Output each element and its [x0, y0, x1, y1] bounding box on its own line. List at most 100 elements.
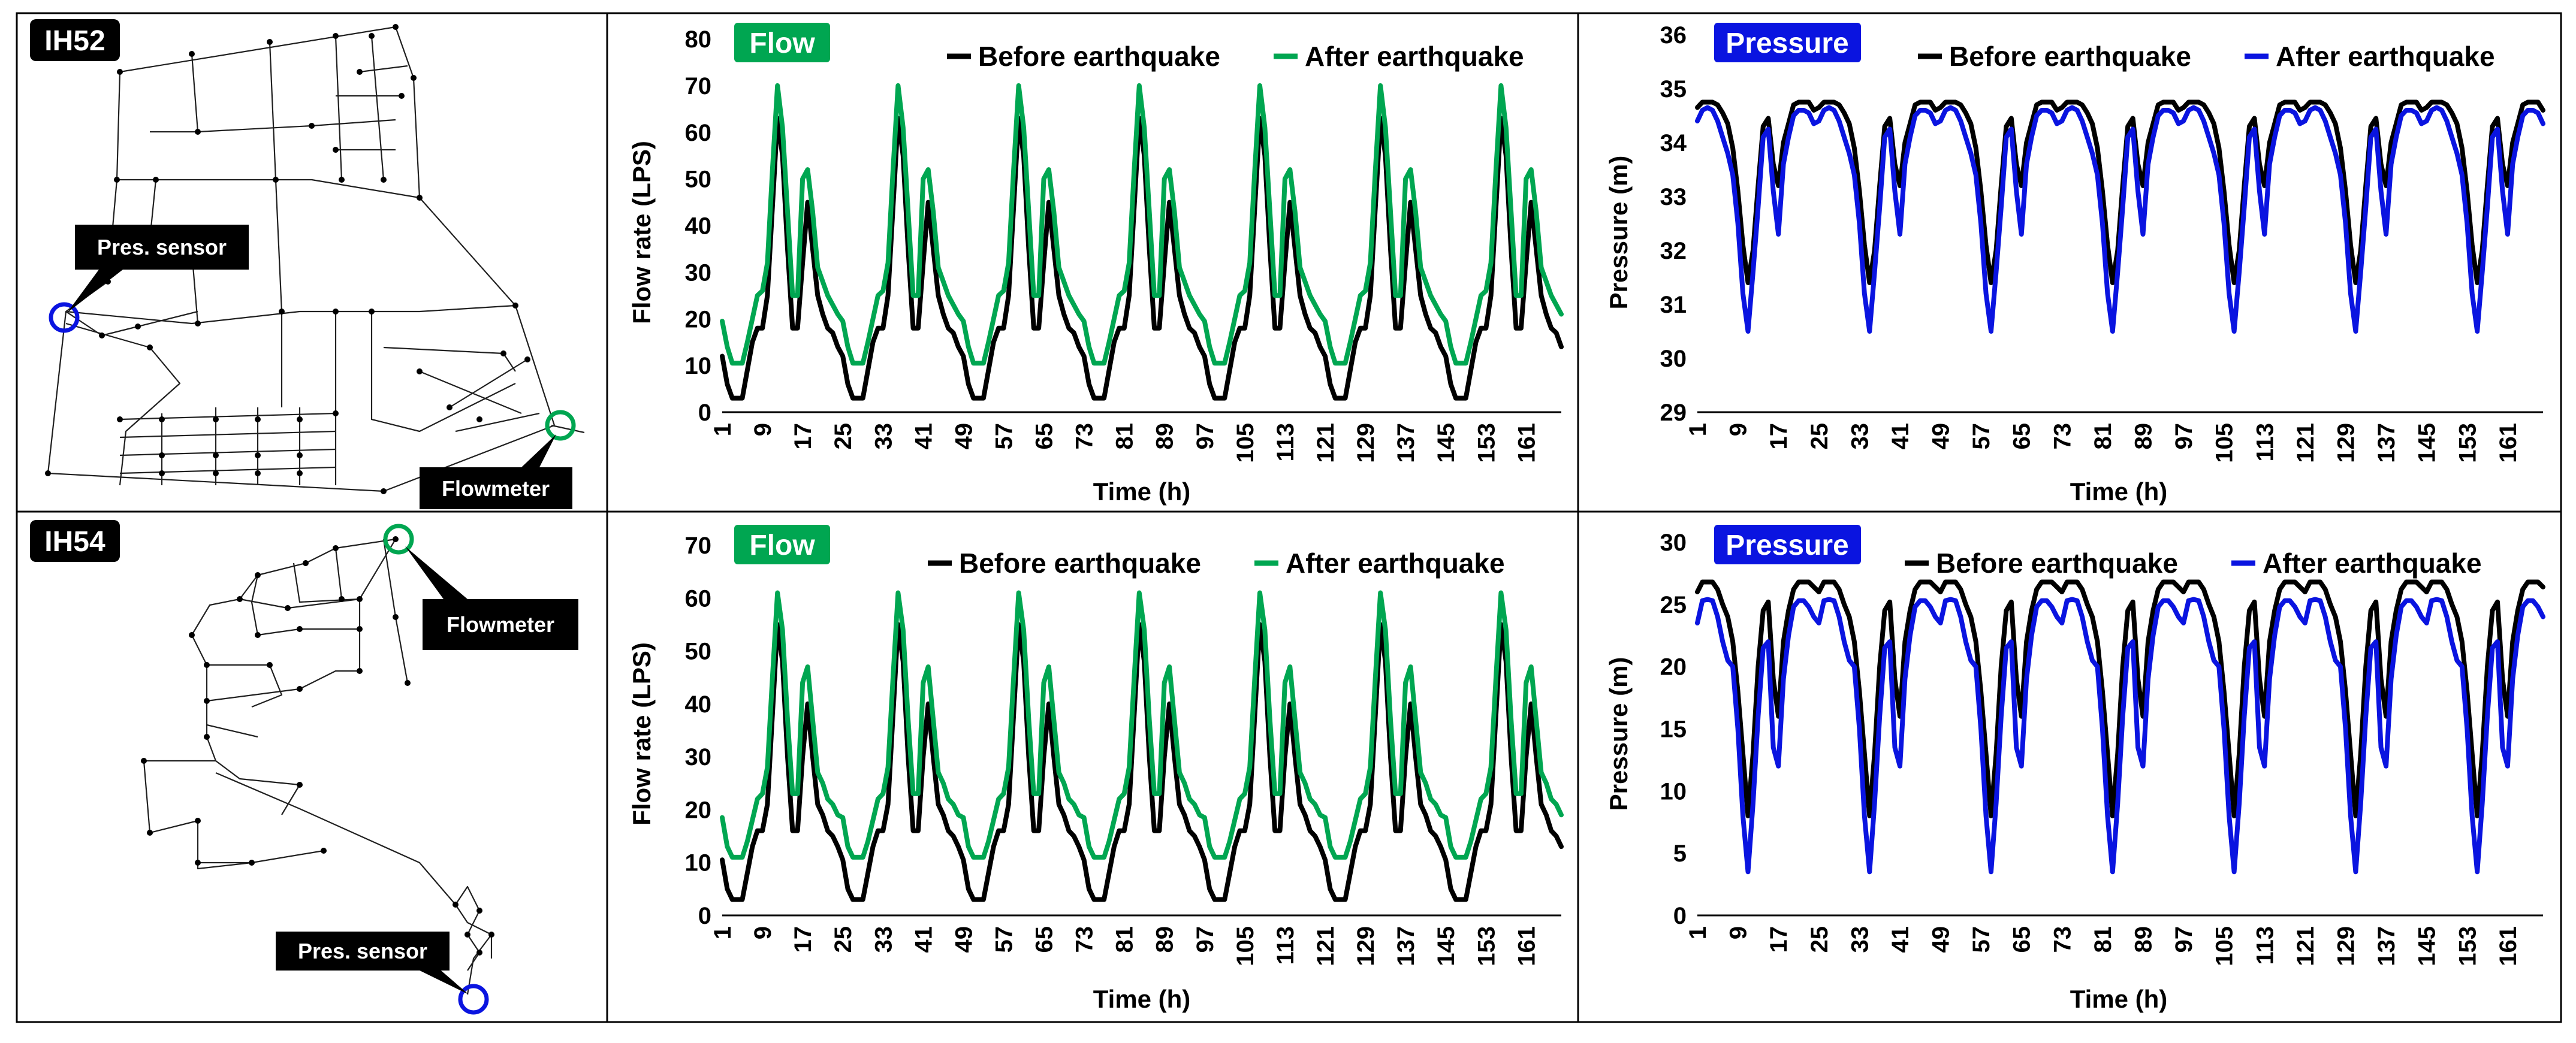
ih54-pressure-x-tick-label: 1 [1685, 926, 1711, 939]
ih52-pressure-y-tick-labels: 29 30 31 32 33 34 35 36 [1660, 22, 1687, 426]
ih52-pressure-x-tick-label: 17 [1766, 423, 1792, 450]
ih52-pressure-x-tick-label: 81 [2090, 423, 2116, 450]
ih52-network-badge [30, 19, 120, 61]
ih52-pressure-y-title: Pressure (m) [1604, 156, 1633, 310]
ih52-flow-x-tick-label: 105 [1232, 423, 1259, 463]
ih54-flow-legend-after: After earthquake [1286, 548, 1505, 579]
ih54-flow-y-title: Flow rate (LPS) [628, 642, 656, 826]
ih52-pressure-y-tick-label: 33 [1660, 184, 1687, 210]
ih54-flow-x-tick-label: 41 [910, 926, 937, 953]
ih52-pressure-series [1695, 99, 2545, 334]
ih52-junctions [45, 24, 530, 494]
ih52-flow-x-tick-labels: 1 9 17 25 33 41 49 57 65 73 81 89 97 105 113 121 129 137 1… [710, 423, 1540, 463]
ih54-flow-y-tick-label: 0 [698, 903, 711, 929]
ih52-pressure-tag [1714, 23, 1861, 62]
ih54-pressure-x-tick-label: 33 [1847, 926, 1873, 953]
ih54-flow-x-tick-label: 81 [1112, 926, 1138, 953]
ih52-flow-y-title: Flow rate (LPS) [628, 141, 656, 324]
ih54-pressure-y-tick-label: 25 [1660, 592, 1687, 618]
ih54-pressure-series-before-line [1695, 579, 2545, 818]
ih54-flow-x-tick-label: 113 [1272, 926, 1299, 965]
ih52-flow-y-tick-label: 40 [685, 213, 712, 240]
ih52-flow-x-title: Time (h) [1093, 477, 1191, 506]
ih52-sensor-callout [75, 225, 249, 270]
ih52-pressure-legend-after: After earthquake [2276, 41, 2495, 72]
ih54-flow-x-tick-label: 9 [750, 926, 776, 939]
ih54-flow-series-after-line [720, 590, 1564, 860]
ih52-pressure-x-tick-label: 121 [2293, 423, 2319, 463]
ih52-flow-y-tick-label: 0 [698, 400, 711, 426]
ih54-pressure-series [1695, 579, 2545, 875]
ih52-flow-x-tick-label: 57 [991, 423, 1017, 450]
ih54-pressure-x-tick-label: 97 [2171, 926, 2197, 953]
ih54-flow-x-tick-label: 145 [1433, 926, 1459, 966]
ih54-pressure-x-tick-label: 65 [2009, 926, 2035, 953]
ih54-network-badge [30, 520, 120, 562]
ih54-flow-x-tick-labels: 1 9 17 25 33 41 49 57 65 73 81 89 97 105 113 121 129 137 1… [710, 926, 1540, 966]
ih54-flow-y-tick-label: 60 [685, 585, 712, 612]
ih54-flowmeter-callout [423, 599, 578, 650]
ih52-pressure-y-tick-label: 35 [1660, 76, 1687, 102]
ih54-sensor-marker-icon [458, 984, 489, 1015]
ih52-pressure-x-tick-label: 113 [2252, 423, 2278, 462]
ih54-pressure-tag [1714, 525, 1861, 564]
ih52-pressure-x-tick-label: 73 [2049, 423, 2076, 450]
ih54-pressure-series-after-line [1695, 597, 2545, 875]
ih52-flow-x-tick-label: 113 [1272, 423, 1299, 462]
ih52-pressure-y-tick-label: 31 [1660, 292, 1687, 318]
ih52-pressure-x-tick-label: 161 [2495, 423, 2521, 463]
ih54-flow-y-tick-label: 20 [685, 797, 712, 823]
ih52-pressure-tag-label: Pressure [1726, 28, 1848, 59]
ih52-pressure-x-tick-labels: 1 9 17 25 33 41 49 57 65 73 81 89 97 105 113 121 129 137 1… [1685, 423, 2521, 463]
ih52-flow-x-tick-label: 1 [710, 423, 736, 436]
ih52-flowmeter-marker-icon [545, 410, 576, 441]
ih52-flow-x-tick-label: 17 [790, 423, 816, 450]
ih52-sensor-label: Pres. sensor [97, 235, 227, 259]
ih52-pressure-x-tick-label: 49 [1928, 423, 1954, 450]
ih54-junctions [141, 536, 494, 956]
ih54-flow-x-tick-label: 17 [790, 926, 816, 953]
ih52-flow-tag [734, 23, 830, 62]
ih54-flow-x-tick-label: 161 [1513, 926, 1540, 966]
ih54-flow-x-tick-label: 129 [1353, 926, 1379, 966]
ih54-pressure-chart: 0 5 10 15 20 25 30 1 9 17 25 33 41 49 57 65 73 81 89 97 105… [1604, 525, 2545, 1013]
ih52-pressure-x-tick-label: 129 [2333, 423, 2359, 463]
ih52-flow-x-tick-label: 41 [910, 423, 937, 450]
ih52-flow-x-tick-label: 129 [1353, 423, 1379, 463]
ih54-flow-legend-before: Before earthquake [959, 548, 1201, 579]
ih52-network-map: IH52 Pres. sensor Flowmeter [30, 19, 585, 509]
ih52-flow-x-tick-label: 33 [870, 423, 897, 450]
ih54-sensor-callout-pointer [414, 968, 469, 994]
ih54-pressure-x-tick-label: 129 [2333, 926, 2359, 966]
ih54-flow-y-tick-label: 70 [685, 533, 712, 559]
ih54-flow-x-tick-label: 25 [830, 926, 856, 953]
ih54-flowmeter-label: Flowmeter [447, 612, 554, 637]
ih54-pressure-x-tick-label: 41 [1887, 926, 1914, 953]
ih54-flow-series-before-line [720, 622, 1564, 902]
ih54-flow-x-tick-label: 105 [1232, 926, 1259, 966]
ih52-pressure-y-tick-label: 36 [1660, 22, 1687, 49]
ih52-flow-x-tick-label: 97 [1192, 423, 1218, 450]
ih54-flow-y-tick-label: 10 [685, 850, 712, 876]
ih54-flow-x-tick-label: 33 [870, 926, 897, 953]
ih52-pressure-x-tick-label: 105 [2212, 423, 2238, 463]
ih54-flow-x-tick-label: 65 [1031, 926, 1058, 953]
ih54-flow-x-tick-label: 153 [1473, 926, 1500, 966]
ih54-pressure-legend: Before earthquake After earthquake [1905, 548, 2482, 579]
ih54-flowmeter-marker-icon [383, 524, 414, 555]
ih54-flow-x-tick-label: 89 [1152, 926, 1178, 953]
ih52-pressure-x-tick-label: 1 [1685, 423, 1711, 436]
ih54-sensor-label: Pres. sensor [298, 939, 427, 963]
ih52-flowmeter-label: Flowmeter [442, 476, 550, 501]
ih52-pressure-x-tick-label: 33 [1847, 423, 1873, 450]
ih52-flow-x-tick-label: 73 [1072, 423, 1098, 450]
ih52-flow-y-tick-label: 20 [685, 306, 712, 332]
ih52-flow-series [720, 83, 1564, 401]
ih52-pressure-y-tick-label: 32 [1660, 238, 1687, 264]
ih54-pressure-x-tick-label: 9 [1726, 926, 1752, 939]
ih54-pressure-x-tick-label: 57 [1968, 926, 1995, 953]
ih52-flowmeter-callout [420, 467, 572, 509]
ih54-flow-series [720, 590, 1564, 902]
ih54-pressure-x-tick-label: 153 [2454, 926, 2481, 966]
